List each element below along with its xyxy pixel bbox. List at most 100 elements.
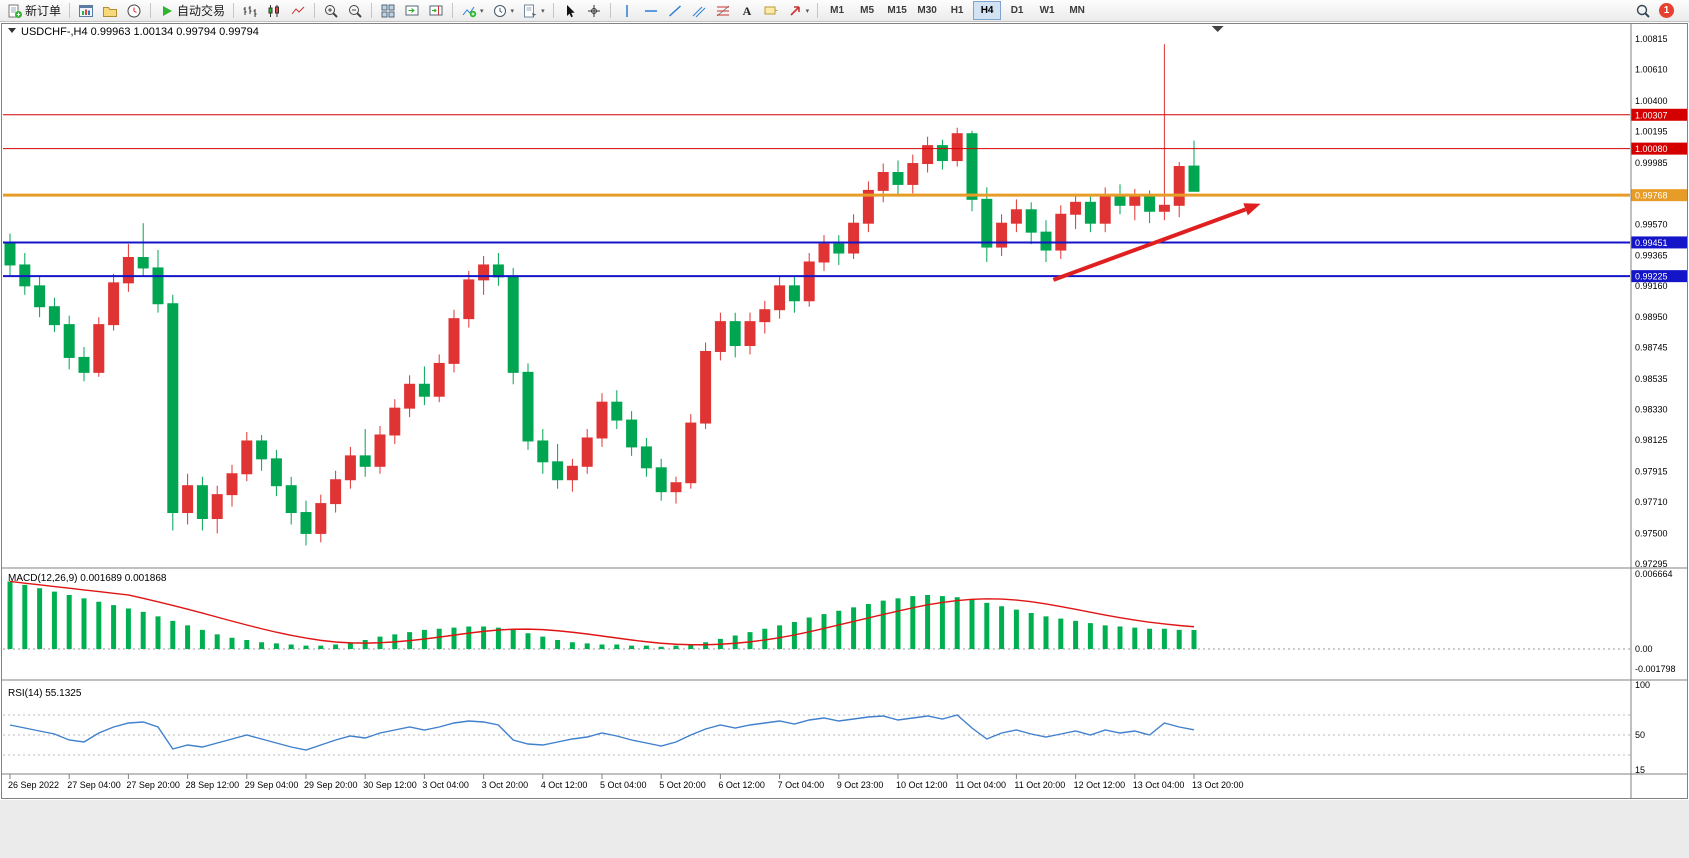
candle [359, 429, 371, 477]
candle [537, 429, 549, 474]
cursor-button[interactable] [559, 0, 581, 21]
candle [1173, 162, 1185, 218]
search-button[interactable] [1632, 0, 1654, 21]
macd-bar [865, 603, 871, 649]
candle [774, 276, 786, 319]
arrows-button[interactable]: ▾ [784, 0, 813, 21]
crosshair-button[interactable] [583, 0, 605, 21]
toolbar: 新订单 自动交易 ▾ ▾ ▾ A ▾ M1 M5 M15 M30 H1 H4 D1 W1 MN 1 [0, 0, 1689, 22]
price-axis-label: 0.97710 [1635, 497, 1668, 507]
macd-bar [540, 636, 546, 649]
candle [714, 312, 726, 361]
toolbar-groups: 新订单 自动交易 ▾ ▾ ▾ A ▾ M1 M5 M15 M30 H1 H4 D1 W1 MN [3, 0, 1092, 21]
macd-signal-line [9, 580, 1195, 646]
auto-trading-button[interactable]: 自动交易 [156, 0, 228, 21]
macd-bar [259, 642, 265, 649]
timeframe-button-m30[interactable]: M30 [917, 5, 937, 16]
chart-selector-dropdown-icon[interactable] [8, 28, 16, 33]
equidistant-channel-button[interactable] [688, 0, 710, 21]
tile-windows-button[interactable] [377, 0, 399, 21]
chevron-down-icon: ▾ [480, 7, 484, 15]
time-axis-label: 5 Oct 20:00 [659, 780, 706, 790]
rsi-line [9, 714, 1195, 751]
price-axis-label: 0.97295 [1635, 559, 1668, 569]
auto-scroll-button[interactable] [401, 0, 423, 21]
candle [552, 443, 564, 489]
macd-bar [466, 626, 472, 649]
zoom-out-button[interactable] [344, 0, 366, 21]
trendline-button[interactable] [664, 0, 686, 21]
candles-button[interactable] [263, 0, 285, 21]
candle [1055, 205, 1067, 259]
horizontal-line-button[interactable] [640, 0, 662, 21]
line-chart-button[interactable] [287, 0, 309, 21]
zoom-in-icon [323, 3, 339, 19]
macd-bar [318, 645, 324, 649]
timeframe-button-m5[interactable]: M5 [860, 5, 875, 16]
macd-bar [1161, 628, 1167, 649]
zoom-in-button[interactable] [320, 0, 342, 21]
macd-bar [1176, 629, 1182, 649]
candle [374, 426, 386, 474]
time-axis-label: 11 Oct 20:00 [1014, 780, 1065, 790]
time-axis-label: 7 Oct 04:00 [778, 780, 825, 790]
indicators-button[interactable]: ▾ [458, 0, 487, 21]
price-axis-label: 0.99985 [1635, 158, 1668, 168]
profiles-icon [102, 3, 118, 19]
new-order-button[interactable]: 新订单 [4, 0, 64, 21]
new-chart-button[interactable] [75, 0, 97, 21]
macd-bar [688, 644, 694, 649]
macd-bar [495, 627, 501, 649]
timeframe-button-m15[interactable]: M15 [887, 5, 907, 16]
macd-bar [199, 629, 205, 649]
timeframe-button-d1[interactable]: D1 [1010, 5, 1024, 16]
macd-bar [643, 645, 649, 649]
text-button[interactable]: A [736, 0, 758, 21]
fibonacci-button[interactable] [712, 0, 734, 21]
auto-trading-icon [159, 3, 175, 19]
bars-icon [242, 3, 258, 19]
macd-bar [1073, 620, 1079, 649]
timeframe-button-h4[interactable]: H4 [973, 1, 1002, 20]
bars-button[interactable] [239, 0, 261, 21]
candle [196, 476, 208, 531]
macd-bar [732, 635, 738, 649]
timeframe-button-w1[interactable]: W1 [1039, 5, 1055, 16]
vertical-line-button[interactable] [616, 0, 638, 21]
text-label-button[interactable] [760, 0, 782, 21]
chart-shift-button[interactable] [425, 0, 447, 21]
timeframe-button-h1[interactable]: H1 [950, 5, 964, 16]
candle [418, 366, 430, 406]
macd-bar [910, 596, 916, 649]
trend-arrow[interactable] [1052, 203, 1261, 282]
chart-shift-marker[interactable] [1211, 26, 1224, 32]
candle [182, 473, 194, 525]
price-axis-label: 0.98330 [1635, 405, 1668, 415]
macd-bar [7, 581, 13, 649]
candle [167, 294, 179, 531]
price-axis-label: 1.00610 [1635, 65, 1668, 75]
time-axis-label: 6 Oct 12:00 [718, 780, 765, 790]
macd-bar [1013, 609, 1019, 649]
macd-panel: MACD(12,26,9) 0.001689 0.001868 0.006664 0… [3, 569, 1676, 674]
candle [670, 476, 682, 504]
candle [63, 315, 75, 370]
profiles-button[interactable] [99, 0, 121, 21]
timeframe-button-m1[interactable]: M1 [830, 5, 845, 16]
market-watch-icon [126, 3, 142, 19]
macd-bar [333, 644, 339, 649]
periods-button[interactable]: ▾ [489, 0, 518, 21]
templates-button[interactable]: ▾ [519, 0, 548, 21]
candle [803, 253, 815, 307]
price-axis-label: 0.99160 [1635, 281, 1668, 291]
price-axis-label: 0.98950 [1635, 312, 1668, 322]
zoom-out-icon [347, 3, 363, 19]
new-order-icon [7, 3, 23, 19]
timeframe-button-mn[interactable]: MN [1069, 5, 1085, 16]
crosshair-icon [586, 3, 602, 19]
toolbar-separator [371, 3, 373, 18]
candle [448, 309, 460, 373]
market-watch-button[interactable] [123, 0, 145, 21]
notification-badge[interactable]: 1 [1659, 3, 1674, 18]
svg-text:A: A [742, 4, 751, 18]
